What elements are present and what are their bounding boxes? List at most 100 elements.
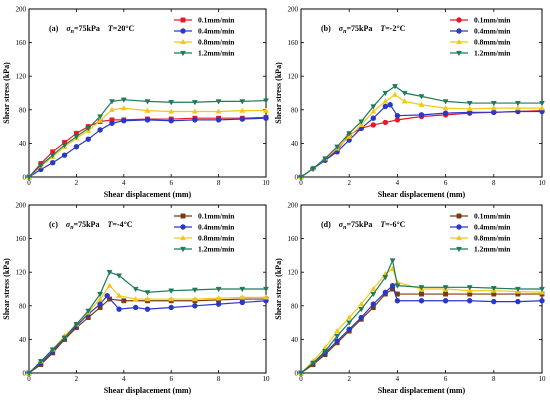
series-0-8mmmin bbox=[26, 104, 269, 180]
series-0-8mmmin bbox=[298, 265, 545, 376]
data-point bbox=[168, 108, 175, 114]
data-point bbox=[401, 98, 408, 104]
legend-label: 0.4mm/min bbox=[474, 223, 511, 232]
data-point bbox=[73, 134, 80, 140]
y-axis-label: Shear stress (kPa) bbox=[2, 258, 11, 320]
data-point bbox=[466, 105, 473, 112]
data-point bbox=[490, 104, 497, 111]
y-tick-label: 120 bbox=[16, 73, 27, 81]
data-point bbox=[215, 117, 222, 123]
y-tick-label: 80 bbox=[19, 302, 27, 310]
spacer bbox=[58, 24, 66, 33]
y-tick-label: 200 bbox=[288, 6, 299, 14]
legend: 0.1mm/min 0.4mm/min 0.8mm/min 1.2mm/min bbox=[450, 212, 511, 254]
data-point bbox=[26, 174, 32, 181]
x-tick-label: 0 bbox=[299, 179, 303, 187]
y-axis-label: Shear stress (kPa) bbox=[2, 62, 11, 124]
data-point bbox=[37, 163, 44, 169]
sigma-symbol: σ bbox=[339, 220, 344, 229]
y-tick-label: 40 bbox=[291, 140, 299, 148]
legend-label: 1.2mm/min bbox=[474, 49, 511, 58]
data-point bbox=[466, 100, 473, 107]
x-tick-label: 0 bbox=[299, 375, 303, 383]
chart-panel-d: 0 2 4 6 8 10 0 40 80 120 160 200 Shear displacement … bbox=[274, 202, 546, 396]
data-point bbox=[104, 293, 110, 299]
x-tick-label: 8 bbox=[217, 179, 221, 187]
data-point bbox=[121, 298, 127, 304]
data-point bbox=[97, 117, 104, 123]
series-line bbox=[300, 85, 542, 178]
spacer bbox=[58, 220, 66, 229]
x-tick-label: 6 bbox=[444, 375, 448, 383]
data-point bbox=[298, 370, 304, 377]
data-point bbox=[239, 99, 246, 105]
legend-label: 0.1mm/min bbox=[474, 16, 511, 25]
legend-marker bbox=[456, 224, 462, 230]
x-tick-label: 6 bbox=[169, 179, 173, 187]
data-point bbox=[515, 298, 521, 305]
legend-marker bbox=[180, 38, 186, 45]
data-point bbox=[370, 122, 376, 128]
data-point bbox=[298, 174, 304, 181]
data-point bbox=[132, 295, 139, 302]
y-tick-label: 200 bbox=[16, 6, 27, 14]
data-point bbox=[192, 117, 198, 123]
data-point bbox=[168, 118, 174, 124]
y-tick-label: 120 bbox=[288, 73, 299, 81]
x-axis-label: Shear displacement (mm) bbox=[378, 190, 466, 199]
legend-label: 0.8mm/min bbox=[198, 38, 235, 47]
y-tick-label: 0 bbox=[295, 174, 299, 182]
data-point bbox=[49, 153, 56, 159]
y-tick-label: 40 bbox=[19, 140, 27, 148]
data-point bbox=[263, 294, 269, 300]
legend: 0.1mm/min 0.4mm/min 0.8mm/min 1.2mm/min bbox=[174, 212, 235, 254]
series-1-2mmmin bbox=[26, 270, 269, 377]
data-point bbox=[310, 166, 317, 172]
spacer bbox=[99, 220, 107, 229]
legend-marker bbox=[456, 50, 462, 57]
series-line bbox=[300, 288, 542, 374]
data-point bbox=[144, 306, 151, 312]
x-tick-label: 8 bbox=[492, 179, 496, 187]
y-tick-label: 80 bbox=[19, 106, 27, 114]
data-point bbox=[116, 292, 123, 298]
series-0-4mmmin bbox=[26, 115, 269, 180]
normal-stress-value: =75kPa bbox=[346, 220, 372, 229]
data-point bbox=[97, 301, 103, 307]
data-point bbox=[382, 275, 389, 281]
series-line bbox=[300, 267, 543, 374]
data-point bbox=[358, 307, 365, 313]
legend-marker bbox=[180, 28, 186, 34]
legend-label: 1.2mm/min bbox=[198, 49, 235, 58]
series-1-2mmmin bbox=[298, 258, 545, 377]
data-point bbox=[168, 288, 175, 294]
data-point bbox=[358, 314, 364, 321]
data-point bbox=[73, 322, 80, 328]
data-point bbox=[97, 114, 104, 120]
data-point bbox=[370, 115, 376, 121]
data-point bbox=[514, 104, 521, 111]
normal-stress-value: =75kPa bbox=[74, 24, 100, 33]
data-point bbox=[85, 308, 92, 314]
y-tick-label: 120 bbox=[288, 269, 299, 277]
data-point bbox=[418, 112, 425, 118]
data-point bbox=[50, 160, 56, 166]
legend-label: 0.8mm/min bbox=[198, 234, 235, 243]
data-point bbox=[132, 304, 139, 311]
panel-label: (b) bbox=[321, 24, 331, 33]
legend-marker bbox=[180, 213, 186, 219]
data-point bbox=[389, 282, 396, 289]
data-point bbox=[392, 84, 398, 90]
data-point bbox=[239, 299, 246, 306]
condition-annotation: (b) σn=75kPa T=-2°C bbox=[321, 24, 406, 35]
data-point bbox=[443, 291, 449, 297]
data-point bbox=[108, 106, 115, 112]
data-point bbox=[442, 298, 449, 304]
series-0-8mmmin bbox=[26, 282, 269, 376]
x-tick-label: 8 bbox=[492, 375, 496, 383]
data-point bbox=[346, 131, 353, 137]
data-point bbox=[191, 287, 198, 293]
x-tick-label: 4 bbox=[396, 179, 400, 187]
data-point bbox=[539, 100, 545, 107]
